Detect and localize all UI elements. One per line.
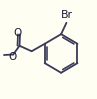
Text: Br: Br bbox=[61, 10, 73, 20]
Text: O: O bbox=[8, 52, 17, 62]
Text: O: O bbox=[13, 28, 22, 38]
